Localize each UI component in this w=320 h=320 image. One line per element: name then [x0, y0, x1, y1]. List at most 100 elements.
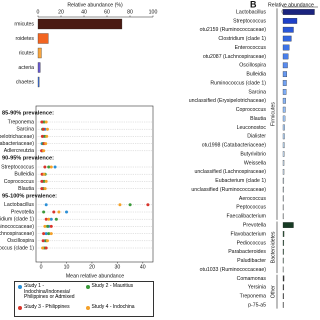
bar — [282, 284, 285, 291]
x-tick-label: 60 — [104, 9, 110, 15]
bar — [282, 302, 284, 308]
dot — [43, 224, 47, 228]
axis-title: Relative abundance — [268, 2, 314, 8]
bar — [282, 293, 284, 300]
category-label: Adlercreutzia — [4, 148, 34, 154]
category-label: Bulleidia — [246, 72, 266, 78]
dot — [49, 232, 53, 236]
category-label: p-75-a5 — [248, 302, 266, 308]
dot — [49, 224, 53, 228]
axis-title: Mean relative abundance — [66, 273, 124, 279]
category-label: Yersinia — [248, 285, 266, 291]
legend-swatch — [18, 306, 22, 311]
category-label: tu2087 (Lachnospiraceae) — [0, 231, 34, 237]
category-label: otu1998 (Catabacteriaceae) — [202, 143, 267, 149]
category-label: Paludibacter — [237, 258, 266, 264]
bar — [282, 89, 287, 95]
bar — [282, 97, 286, 104]
dot — [42, 149, 46, 153]
bar — [37, 47, 42, 59]
bar — [282, 160, 285, 166]
bar — [282, 248, 284, 255]
x-tick-label: 40 — [81, 9, 87, 15]
dot — [44, 246, 48, 250]
axis-title: Relative abundance (%) — [67, 2, 123, 8]
legend-label: Study 1 - Indochina/Indonesia/ Philippin… — [24, 283, 75, 301]
dot — [43, 165, 47, 169]
dot — [40, 120, 44, 124]
category-label: unclassified (Lachnospiraceae) — [194, 169, 266, 175]
dot — [44, 179, 48, 183]
dot — [47, 232, 51, 236]
group-label: Bacteroidetes — [270, 231, 276, 263]
dot — [40, 134, 44, 138]
legend-item: Study 1 - Indochina/Indonesia/ Philippin… — [18, 283, 83, 304]
category-label: Clostridium (clade 1) — [218, 36, 266, 42]
x-tick-label: 0 — [40, 264, 43, 270]
dot — [42, 172, 46, 176]
bar — [282, 71, 287, 78]
dot — [47, 165, 51, 169]
category-label: Blautia — [18, 186, 34, 192]
category-label: Clostridium (clade 1) — [0, 217, 34, 223]
bar — [282, 35, 292, 42]
dot — [41, 239, 45, 243]
plot-frame — [35, 105, 154, 263]
group-heading: 95-100% prevalence: — [2, 193, 57, 199]
category-label: Streptococcus — [233, 18, 266, 24]
x-tick-label: 20 — [58, 9, 64, 15]
x-tick-label: 100 — [149, 9, 158, 15]
legend-label: Study 3 - Philippines — [24, 304, 70, 311]
dot — [44, 232, 48, 236]
category-label: Comamonas — [237, 276, 267, 282]
category-label: Enterococcus — [235, 45, 267, 51]
category-label: Coprococcus — [236, 107, 267, 113]
bar — [37, 76, 40, 88]
dot — [65, 210, 69, 214]
bar — [282, 195, 284, 202]
dot — [146, 203, 150, 207]
bar — [282, 213, 284, 220]
category-label: tu1998 (Catabacteriaceae) — [0, 141, 34, 147]
dot — [41, 246, 45, 250]
dot — [49, 217, 53, 221]
category-label: Lactobacillus — [4, 202, 34, 208]
dot — [44, 203, 48, 207]
bar — [282, 106, 286, 113]
dot — [42, 232, 46, 236]
category-label: Ruminococcus (clade 1) — [210, 80, 266, 86]
dot — [118, 203, 122, 207]
bar — [282, 168, 285, 175]
x-tick-label: 0 — [37, 9, 40, 15]
bar — [282, 80, 287, 86]
dot — [41, 127, 45, 131]
x-tick-label: 20 — [89, 264, 95, 270]
category-label: roidetes — [16, 36, 35, 42]
dot — [49, 165, 53, 169]
legend-label: Study 4 - Indochina — [91, 304, 135, 311]
category-label: Leuconostoc — [237, 125, 267, 131]
bar — [282, 115, 286, 122]
group-heading: 85-90% prevalence: — [2, 110, 54, 116]
dot — [44, 120, 48, 124]
category-label: otu2087 (Lachnospiraceae) — [203, 54, 266, 60]
bar — [282, 9, 315, 15]
category-label: Aerococcus — [239, 196, 267, 202]
category-label: Blautia — [250, 116, 266, 122]
category-label: Faecalibacterium — [227, 214, 267, 220]
category-label: Prevotella — [11, 209, 34, 215]
bar — [282, 275, 285, 282]
dot — [57, 210, 61, 214]
category-label: unclassified (Ruminococcaceae) — [191, 187, 266, 193]
dot — [47, 217, 51, 221]
dot — [45, 127, 49, 131]
bar — [282, 151, 285, 157]
category-label: Weissella — [244, 160, 266, 166]
dot — [45, 224, 49, 228]
dot — [53, 165, 57, 169]
bar — [282, 177, 285, 184]
category-label: Oscillospira — [7, 238, 34, 244]
bar — [282, 124, 285, 131]
